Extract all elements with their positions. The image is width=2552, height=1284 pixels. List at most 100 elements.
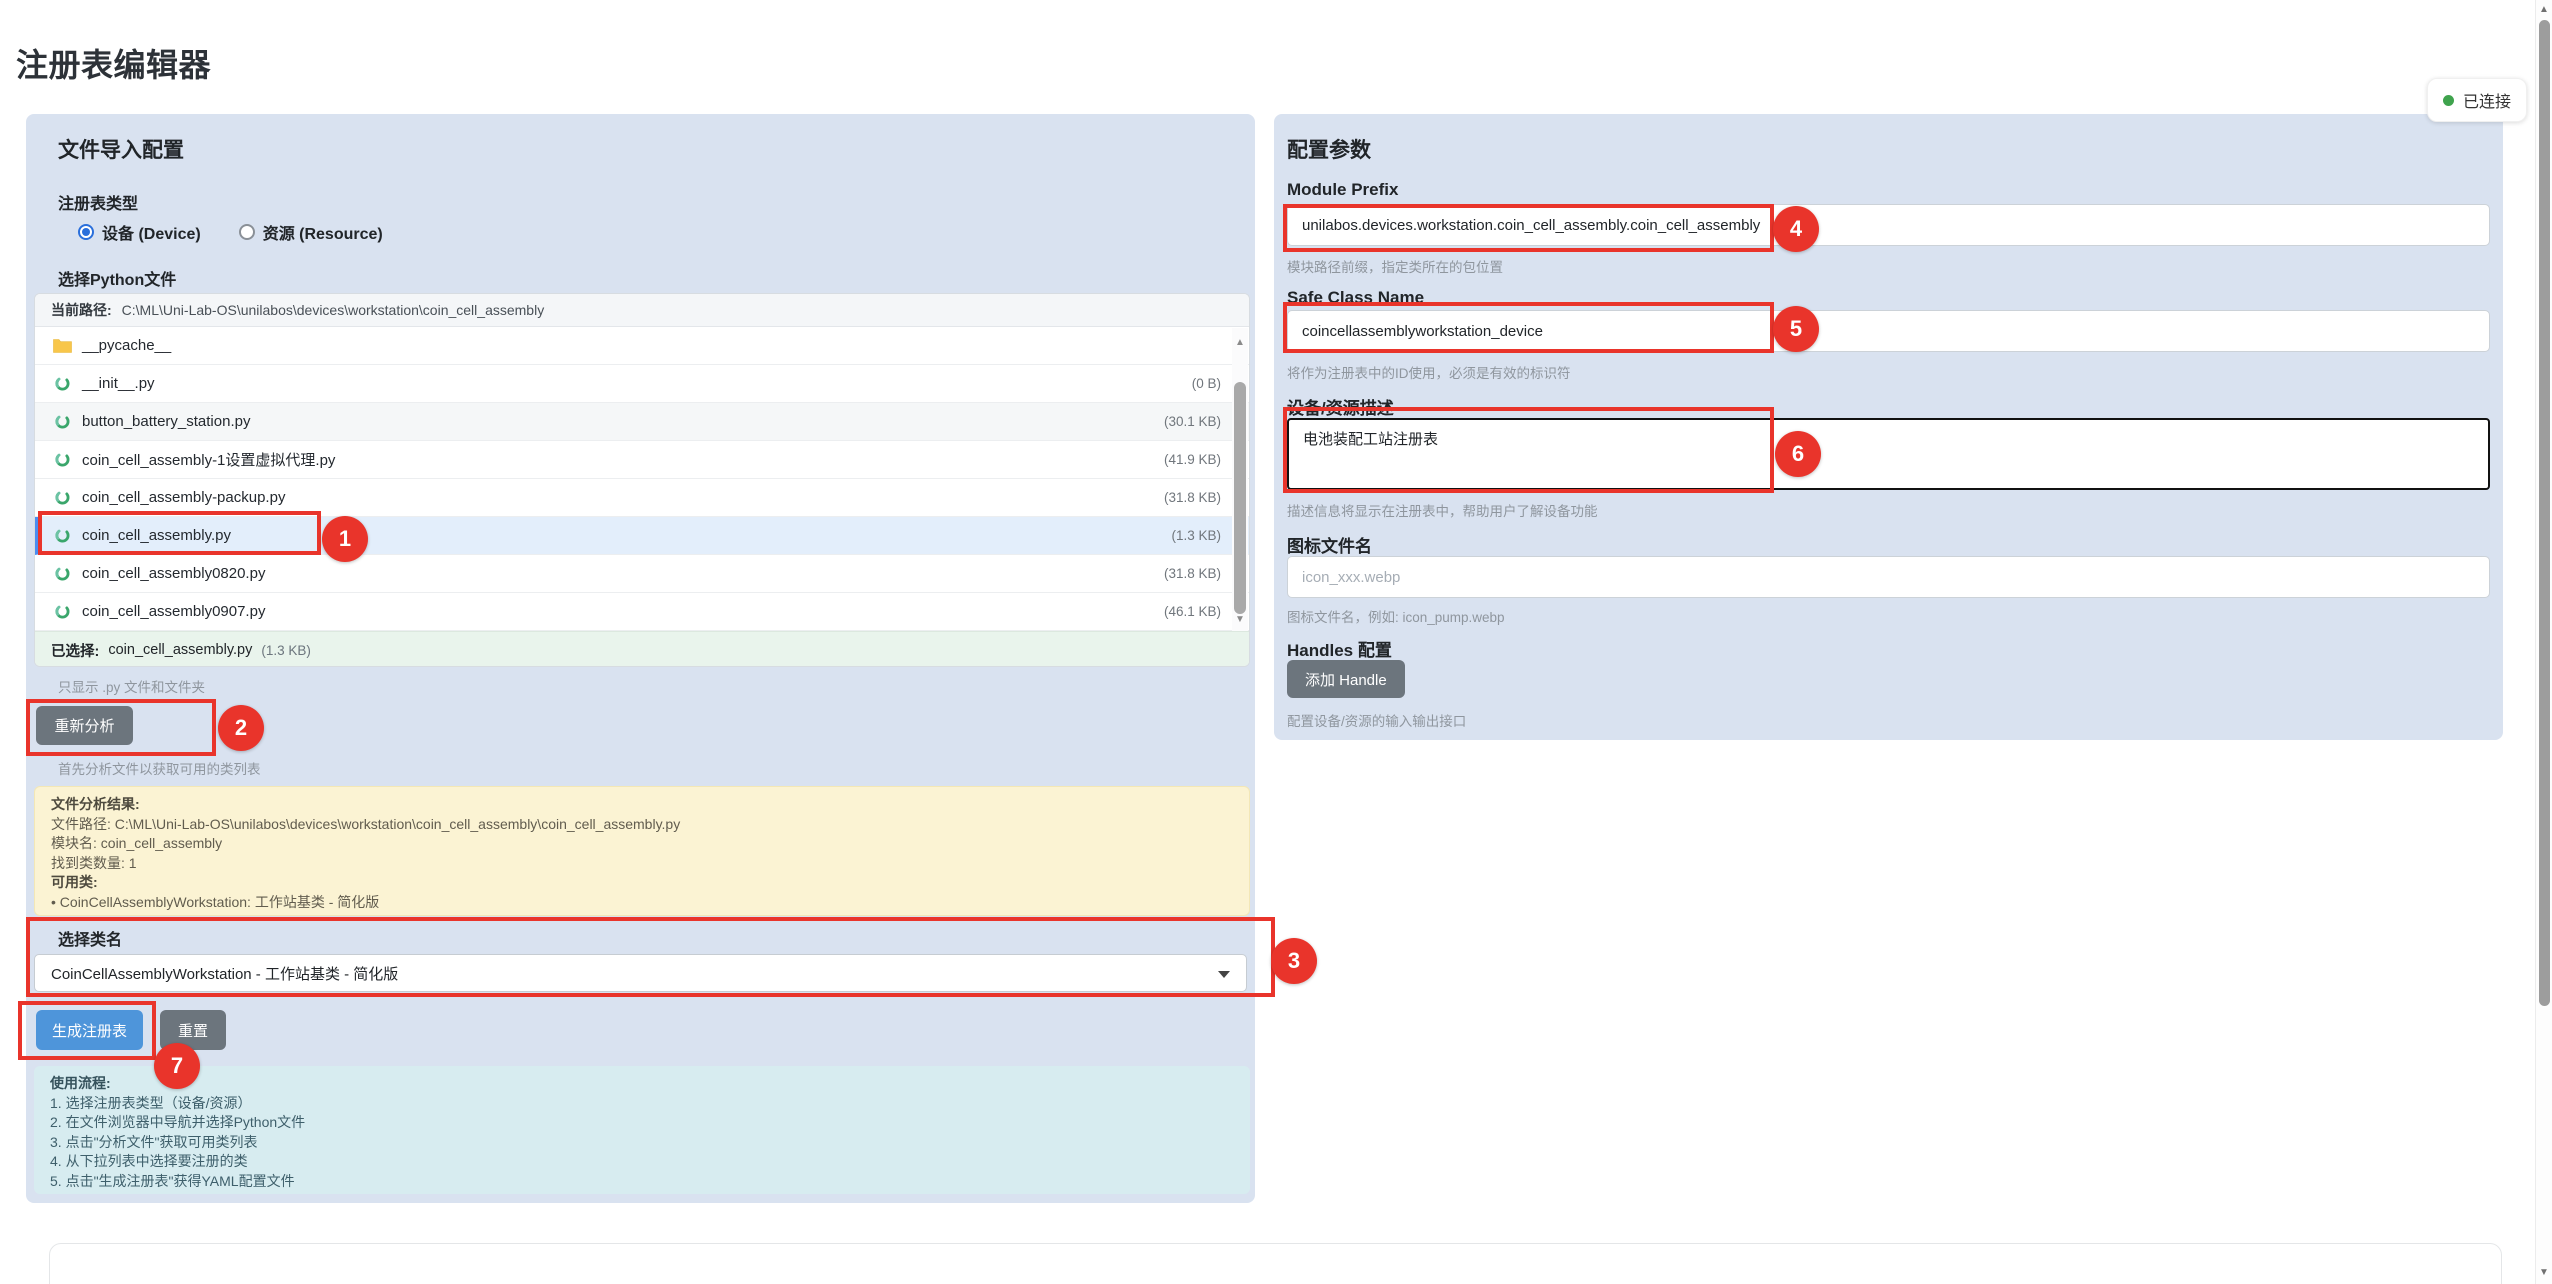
python-file-icon xyxy=(53,489,72,506)
file-size: (31.8 KB) xyxy=(1163,490,1221,505)
module-prefix-input[interactable] xyxy=(1287,204,2490,246)
file-row[interactable]: coin_cell_assembly.py (1.3 KB) xyxy=(35,517,1249,555)
scroll-down-icon[interactable]: ▼ xyxy=(1235,614,1245,625)
usage-step: 1. 选择注册表类型（设备/资源） xyxy=(50,1094,252,1111)
file-row[interactable]: button_battery_station.py (30.1 KB) xyxy=(35,403,1249,441)
annotation-circle-3: 3 xyxy=(1271,938,1317,984)
file-name: coin_cell_assembly-packup.py xyxy=(82,489,286,506)
description-hint: 描述信息将显示在注册表中，帮助用户了解设备功能 xyxy=(1287,504,1598,519)
config-params-panel: 配置参数 Module Prefix 模块路径前缀，指定类所在的包位置 Safe… xyxy=(1274,114,2503,740)
file-size: (41.9 KB) xyxy=(1163,452,1221,467)
usage-step: 4. 从下拉列表中选择要注册的类 xyxy=(50,1153,248,1169)
select-python-file-label: 选择Python文件 xyxy=(58,272,177,289)
analysis-file-path: 文件路径: C:\ML\Uni-Lab-OS\unilabos\devices\… xyxy=(51,815,681,832)
file-name: button_battery_station.py xyxy=(82,413,251,430)
file-size: (0 B) xyxy=(1191,376,1221,391)
registry-type-label: 注册表类型 xyxy=(58,196,139,213)
file-size: (1.3 KB) xyxy=(1171,528,1221,543)
file-row[interactable]: coin_cell_assembly0907.py (46.1 KB) xyxy=(35,593,1249,631)
page-scrollbar[interactable]: ▲ ▼ xyxy=(2535,0,2552,1284)
radio-selected-icon xyxy=(78,224,94,240)
scroll-up-icon[interactable]: ▲ xyxy=(2539,4,2549,15)
class-select-value: CoinCellAssemblyWorkstation - 工作站基类 - 简化… xyxy=(51,965,399,983)
chevron-down-icon xyxy=(1218,971,1230,978)
description-textarea[interactable]: 电池装配工站注册表 xyxy=(1287,418,2490,490)
analysis-module-name: 模块名: coin_cell_assembly xyxy=(51,835,223,851)
file-name: coin_cell_assembly-1设置虚拟代理.py xyxy=(82,452,336,469)
class-select-label: 选择类名 xyxy=(58,932,123,949)
module-prefix-label: Module Prefix xyxy=(1287,180,1399,199)
config-params-title: 配置参数 xyxy=(1287,139,1371,162)
file-row[interactable]: coin_cell_assembly0820.py (31.8 KB) xyxy=(35,555,1249,593)
add-handle-button[interactable]: 添加 Handle xyxy=(1287,660,1405,698)
file-browser: 当前路径: C:\ML\Uni-Lab-OS\unilabos\devices\… xyxy=(34,293,1250,667)
safe-class-name-input[interactable] xyxy=(1287,310,2490,352)
connection-status-label: 已连接 xyxy=(2463,94,2512,111)
page-title: 注册表编辑器 xyxy=(16,47,212,83)
selected-file-bar: 已选择: coin_cell_assembly.py (1.3 KB) xyxy=(35,631,1249,666)
usage-step: 5. 点击"生成注册表"获得YAML配置文件 xyxy=(50,1172,295,1189)
file-name: __pycache__ xyxy=(82,337,172,354)
current-path-value: C:\ML\Uni-Lab-OS\unilabos\devices\workst… xyxy=(121,302,545,318)
analysis-class-count: 找到类数量: 1 xyxy=(51,854,137,871)
module-prefix-hint: 模块路径前缀，指定类所在的包位置 xyxy=(1287,260,1503,275)
file-size: (46.1 KB) xyxy=(1163,604,1221,619)
reanalyze-button[interactable]: 重新分析 xyxy=(36,706,133,745)
reset-button[interactable]: 重置 xyxy=(160,1010,226,1050)
safe-class-name-hint: 将作为注册表中的ID使用，必须是有效的标识符 xyxy=(1287,366,1571,381)
selected-file-name: coin_cell_assembly.py xyxy=(108,642,253,658)
folder-icon xyxy=(53,337,72,354)
file-filter-hint: 只显示 .py 文件和文件夹 xyxy=(58,680,206,695)
file-name: coin_cell_assembly.py xyxy=(82,527,231,544)
file-row[interactable]: __init__.py (0 B) xyxy=(35,365,1249,403)
usage-step: 2. 在文件浏览器中导航并选择Python文件 xyxy=(50,1114,306,1130)
handles-config-label: Handles 配置 xyxy=(1287,641,1392,660)
python-file-icon xyxy=(53,451,72,468)
file-size: (31.8 KB) xyxy=(1163,566,1221,581)
python-file-icon xyxy=(53,375,72,392)
generate-registry-button[interactable]: 生成注册表 xyxy=(36,1010,143,1050)
class-select[interactable]: CoinCellAssemblyWorkstation - 工作站基类 - 简化… xyxy=(34,954,1247,992)
analysis-result-box: 文件分析结果: 文件路径: C:\ML\Uni-Lab-OS\unilabos\… xyxy=(34,786,1250,916)
python-file-icon xyxy=(53,565,72,582)
file-import-panel: 文件导入配置 注册表类型 设备 (Device) 资源 (Resource) 选… xyxy=(26,114,1255,1203)
connection-status-badge: 已连接 xyxy=(2427,78,2528,122)
radio-resource[interactable]: 资源 (Resource) xyxy=(238,220,383,244)
python-file-icon xyxy=(53,527,72,544)
file-name: coin_cell_assembly0820.py xyxy=(82,565,266,582)
icon-filename-label: 图标文件名 xyxy=(1287,537,1372,556)
radio-unselected-icon xyxy=(238,224,255,240)
file-row[interactable]: __pycache__ xyxy=(35,327,1249,365)
python-file-icon xyxy=(53,603,72,620)
bottom-card xyxy=(49,1243,2502,1284)
icon-filename-input[interactable] xyxy=(1287,556,2490,598)
usage-title: 使用流程: xyxy=(50,1075,111,1091)
page-scrollbar-thumb[interactable] xyxy=(2539,20,2550,1006)
file-row[interactable]: coin_cell_assembly-packup.py (31.8 KB) xyxy=(35,479,1249,517)
description-label: 设备/资源描述 xyxy=(1287,399,1394,418)
analyze-hint: 首先分析文件以获取可用的类列表 xyxy=(58,762,261,777)
handles-config-hint: 配置设备/资源的输入输出接口 xyxy=(1287,714,1467,729)
available-class-item: • CoinCellAssemblyWorkstation: 工作站基类 - 简… xyxy=(51,893,380,910)
file-list-scrollbar-thumb[interactable] xyxy=(1234,382,1246,614)
scroll-down-icon[interactable]: ▼ xyxy=(2539,1267,2549,1278)
file-size: (30.1 KB) xyxy=(1163,414,1221,429)
usage-instructions-box: 使用流程: 1. 选择注册表类型（设备/资源） 2. 在文件浏览器中导航并选择P… xyxy=(34,1066,1250,1194)
file-import-title: 文件导入配置 xyxy=(58,139,184,162)
radio-device[interactable]: 设备 (Device) xyxy=(78,220,201,244)
file-row[interactable]: coin_cell_assembly-1设置虚拟代理.py (41.9 KB) xyxy=(35,441,1249,479)
icon-filename-hint: 图标文件名，例如: icon_pump.webp xyxy=(1287,610,1505,625)
file-list: __pycache__ __init__.py (0 B) button_bat… xyxy=(35,327,1249,631)
analysis-result-title: 文件分析结果: xyxy=(51,796,140,812)
file-list-scrollbar[interactable]: ▲ ▼ xyxy=(1232,328,1248,631)
file-name: __init__.py xyxy=(82,375,155,392)
safe-class-name-label: Safe Class Name xyxy=(1287,288,1425,307)
python-file-icon xyxy=(53,413,72,430)
connected-dot-icon xyxy=(2443,94,2454,106)
registry-type-group: 设备 (Device) 资源 (Resource) xyxy=(78,220,383,244)
selected-file-size: (1.3 KB) xyxy=(261,642,311,658)
scroll-up-icon[interactable]: ▲ xyxy=(1235,337,1245,348)
file-name: coin_cell_assembly0907.py xyxy=(82,603,266,620)
current-path-label: 当前路径: xyxy=(51,302,112,318)
